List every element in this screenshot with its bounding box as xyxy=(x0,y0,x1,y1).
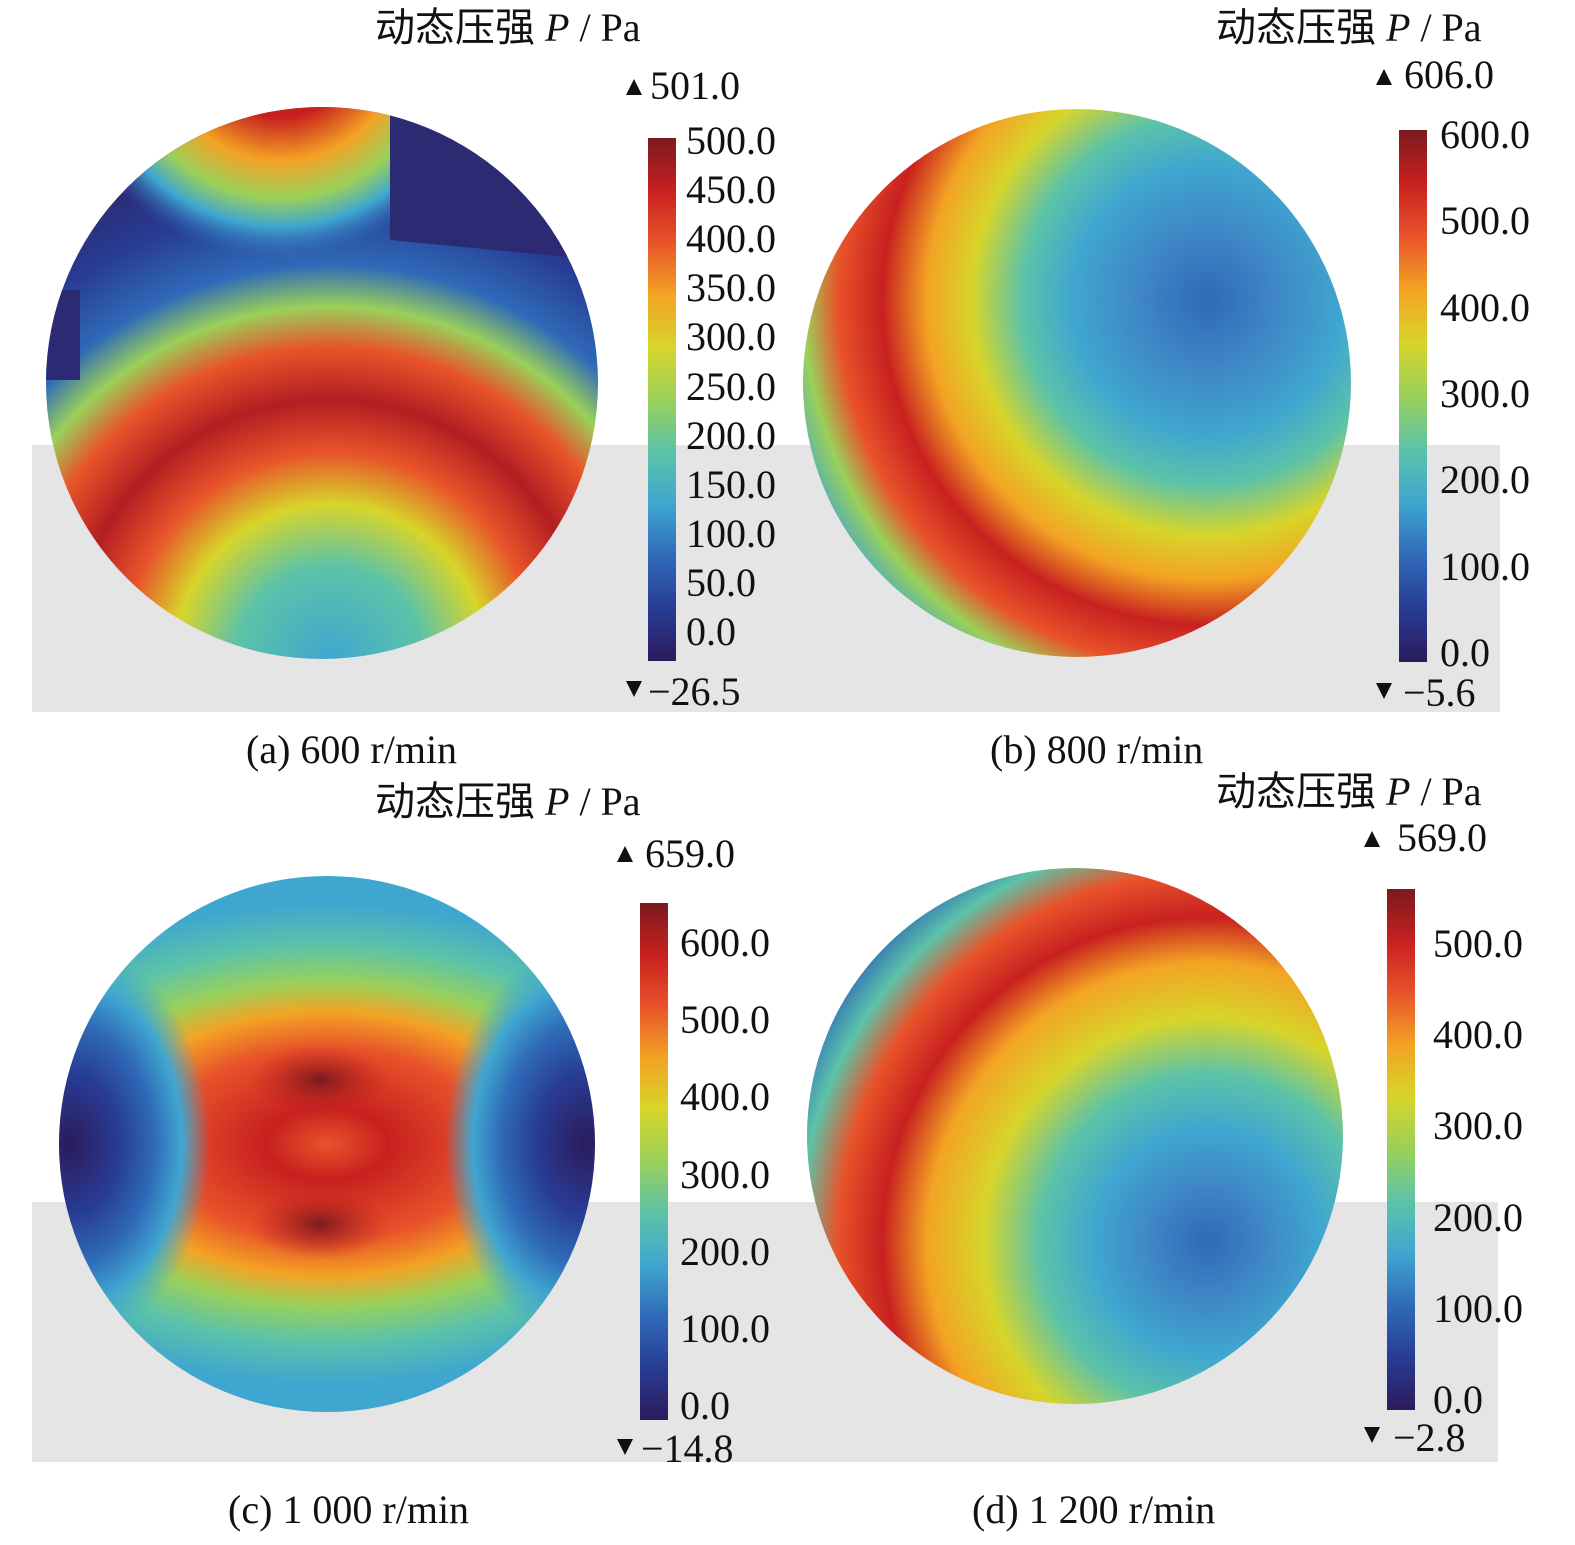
panel-c-max-triangle xyxy=(617,846,633,862)
panel-a-tick-label: 500.0 xyxy=(686,118,776,163)
panel-c-min-label: −14.8 xyxy=(641,1426,734,1471)
panel-b-legend-title: 动态压强 P / Pa xyxy=(1216,5,1482,50)
panel-a-colorbar xyxy=(626,79,676,697)
panel-b: 动态压强 P / Pa 606.0 −5.6 (b) 800 r/min 600… xyxy=(787,0,1574,772)
panel-a-max-label: 501.0 xyxy=(650,63,740,108)
panel-c: 动态压强 P / Pa 659.0 −14.8 (c) 1 000 r/min … xyxy=(0,772,787,1544)
panel-c-tick-label: 100.0 xyxy=(680,1305,770,1351)
panel-b-caption: (b) 800 r/min xyxy=(990,727,1204,772)
panel-d-max-label: 569.0 xyxy=(1397,815,1487,860)
panel-c-min-triangle xyxy=(617,1439,633,1455)
panel-d-colorbar xyxy=(1364,831,1415,1443)
panel-b-tick-label: 200.0 xyxy=(1440,457,1530,503)
panel-a-graphic xyxy=(32,79,787,712)
panel-c-max-label: 659.0 xyxy=(645,831,735,876)
panel-c-tick-label: 0.0 xyxy=(680,1383,730,1428)
panel-b-tick-label: 400.0 xyxy=(1440,284,1530,330)
panel-d-tick-label: 300.0 xyxy=(1433,1103,1523,1149)
panel-a-tick-label: 450.0 xyxy=(686,167,776,213)
panel-d: 动态压强 P / Pa 569.0 −2.8 (d) 1 200 r/min 5… xyxy=(787,772,1574,1544)
panel-c-legend-title: 动态压强 P / Pa xyxy=(375,779,641,824)
panel-a-legend-title: 动态压强 P / Pa xyxy=(375,5,641,50)
panel-c-tick-label: 500.0 xyxy=(680,997,770,1043)
panel-b-graphic xyxy=(787,69,1500,712)
panel-b-colorbar-fill xyxy=(1399,130,1427,662)
panel-b-max-label: 606.0 xyxy=(1404,52,1494,97)
panel-d-max-triangle xyxy=(1364,831,1380,847)
panel-c-caption: (c) 1 000 r/min xyxy=(228,1487,470,1532)
panel-c-tick-label: 600.0 xyxy=(680,920,770,965)
panel-b-tick-label: 0.0 xyxy=(1440,630,1490,675)
panel-d-pressure-disk xyxy=(807,868,1343,1404)
panel-a-tick-label: 400.0 xyxy=(686,216,776,262)
panel-c-graphic xyxy=(32,846,787,1462)
panel-c-tick-label: 200.0 xyxy=(680,1228,770,1274)
panel-a-tick-label: 300.0 xyxy=(686,314,776,360)
panel-a-caption: (a) 600 r/min xyxy=(246,727,458,772)
panel-b-max-triangle xyxy=(1376,69,1392,85)
panel-a-tick-label: 250.0 xyxy=(686,363,776,409)
panel-c-tick-label: 400.0 xyxy=(680,1074,770,1120)
panel-d-tick-label: 200.0 xyxy=(1433,1194,1523,1240)
panel-d-tick-label: 0.0 xyxy=(1433,1377,1483,1422)
panel-a-tick-label: 50.0 xyxy=(686,559,756,605)
panel-c-tick-label: 300.0 xyxy=(680,1151,770,1197)
panel-b-min-label: −5.6 xyxy=(1403,670,1476,715)
panel-a-tick-label: 350.0 xyxy=(686,265,776,311)
panel-a-colorbar-fill xyxy=(648,138,676,661)
panel-b-tick-label: 100.0 xyxy=(1440,543,1530,589)
panel-b-tick-label: 600.0 xyxy=(1440,112,1530,157)
panel-b-pressure-disk xyxy=(803,109,1351,657)
panel-d-tick-label: 100.0 xyxy=(1433,1285,1523,1331)
panel-b-tick-label: 500.0 xyxy=(1440,198,1530,244)
panel-d-caption: (d) 1 200 r/min xyxy=(972,1487,1216,1532)
panel-d-colorbar-fill xyxy=(1387,889,1415,1410)
panel-a-tick-label: 200.0 xyxy=(686,412,776,458)
panel-c-colorbar xyxy=(617,846,668,1455)
panel-a-max-triangle xyxy=(626,79,642,95)
panel-d-tick-label: 400.0 xyxy=(1433,1012,1523,1058)
panel-b-tick-label: 300.0 xyxy=(1440,371,1530,416)
panel-d-legend-title: 动态压强 P / Pa xyxy=(1216,769,1482,814)
panel-b-colorbar xyxy=(1376,69,1427,699)
panel-a-min-triangle xyxy=(626,681,642,697)
panel-c-colorbar-fill xyxy=(640,903,668,1420)
panel-d-graphic xyxy=(787,831,1498,1462)
panel-c-pressure-disk xyxy=(59,876,595,1412)
panel-a-min-label: −26.5 xyxy=(648,669,741,714)
panel-a-tick-label: 0.0 xyxy=(686,609,736,654)
panel-d-min-label: −2.8 xyxy=(1393,1415,1466,1460)
panel-b-min-triangle xyxy=(1376,683,1392,699)
panel-d-tick-label: 500.0 xyxy=(1433,921,1523,966)
panel-a: 动态压强 P / Pa 501.0 −26.5 (a) 600 r/min 50… xyxy=(0,0,787,772)
panel-d-min-triangle xyxy=(1364,1427,1380,1443)
panel-a-tick-label: 100.0 xyxy=(686,510,776,556)
panel-a-tick-label: 150.0 xyxy=(686,461,776,507)
